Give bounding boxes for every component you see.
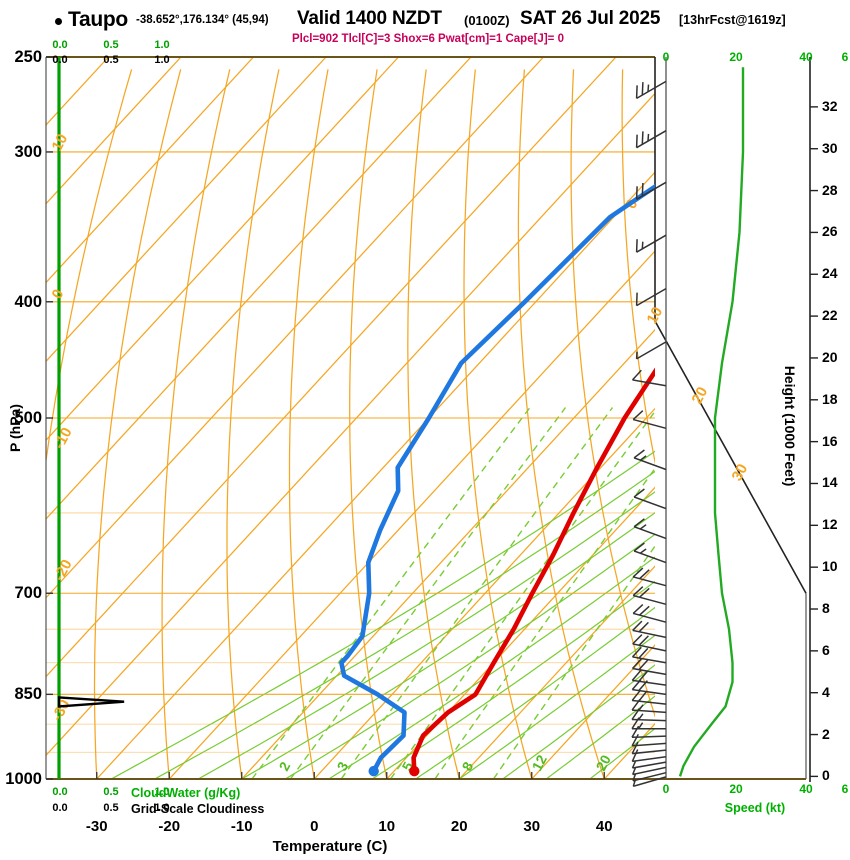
model-edge-line bbox=[654, 320, 807, 594]
mixing-ratio-label: 20 bbox=[593, 752, 615, 773]
isotherm-line bbox=[677, 57, 850, 779]
wind-speed-curve bbox=[678, 67, 745, 777]
dry-adiabat-line bbox=[621, 69, 655, 466]
dry-adiabat-line bbox=[819, 69, 850, 779]
dry-adiabat-line bbox=[570, 69, 655, 718]
station-dot-icon bbox=[55, 18, 62, 25]
wind-barb bbox=[632, 634, 667, 652]
isotherm-label-left: 10 bbox=[49, 131, 72, 154]
isotherm-line bbox=[749, 57, 850, 779]
wind-barb bbox=[635, 234, 667, 253]
wind-barb bbox=[633, 542, 667, 564]
sounding-parameters: Plcl=902 Tlcl[C]=3 Shox=6 Pwat[cm]=1 Cap… bbox=[292, 33, 564, 45]
wind-barb bbox=[632, 567, 667, 587]
dry-adiabat-line bbox=[226, 69, 280, 779]
wind-barb bbox=[633, 449, 667, 471]
wind-barb bbox=[635, 181, 667, 200]
isotherm-label-right: 10 bbox=[644, 304, 667, 327]
valid-date: SAT 26 Jul 2025 bbox=[520, 8, 661, 29]
wind-barb bbox=[632, 620, 667, 639]
dry-adiabat-line bbox=[93, 69, 182, 779]
wind-barb bbox=[631, 369, 667, 387]
wind-barb bbox=[635, 341, 667, 360]
dry-adiabat-line bbox=[463, 69, 533, 779]
station-coordinates: -38.652°,176.134° (45,94) bbox=[136, 14, 269, 26]
wind-barb bbox=[633, 518, 667, 540]
dry-adiabat-line bbox=[517, 69, 605, 779]
isotherm-label-right: 30 bbox=[729, 461, 752, 484]
isotherm-line bbox=[46, 57, 182, 205]
dry-adiabat-line bbox=[46, 69, 133, 466]
cloudwater-axis-title: CloudWater (g/Kg) bbox=[131, 786, 241, 800]
wind-barb bbox=[631, 646, 667, 664]
wind-barb bbox=[633, 488, 667, 510]
temperature-trace bbox=[411, 367, 655, 774]
valid-time-utc: (0100Z) bbox=[464, 13, 510, 28]
dry-adiabat-line bbox=[349, 69, 388, 779]
moist-adiabat-line bbox=[371, 580, 655, 779]
wind-barb bbox=[631, 749, 667, 763]
forecast-info: [13hrFcst@1619z] bbox=[679, 13, 786, 27]
wind-barb bbox=[635, 80, 667, 100]
x-axis-title: Temperature (C) bbox=[272, 838, 388, 855]
moist-adiabat-line bbox=[458, 634, 655, 779]
mixing-ratio-line bbox=[434, 467, 655, 779]
wind-barb bbox=[635, 287, 667, 307]
wind-barb bbox=[631, 733, 667, 747]
dry-adiabat-line bbox=[407, 69, 460, 779]
moist-adiabat-line bbox=[502, 664, 655, 779]
speed-axis-title: Speed (kt) bbox=[724, 801, 786, 815]
moist-adiabat-line bbox=[415, 606, 655, 779]
moist-adiabat-line bbox=[198, 491, 655, 779]
valid-time: Valid 1400 NZDT bbox=[297, 8, 442, 29]
dewpoint-trace bbox=[339, 183, 655, 774]
wind-barb bbox=[632, 604, 667, 623]
mixing-ratio-line bbox=[492, 544, 655, 779]
wind-barb bbox=[635, 130, 667, 149]
wind-barb bbox=[632, 586, 667, 606]
moist-adiabat-line bbox=[241, 512, 655, 779]
mixing-ratio-label: 12 bbox=[529, 752, 551, 773]
dewpoint-surface-marker bbox=[368, 765, 379, 777]
isotherm-label-right: 20 bbox=[689, 384, 712, 407]
wind-barb bbox=[631, 761, 667, 769]
cloudiness-profile bbox=[57, 696, 125, 708]
cloudiness-axis-title: Grid-Scale Cloudiness bbox=[131, 802, 265, 816]
isotherm-line bbox=[46, 57, 327, 363]
wind-barb bbox=[631, 658, 667, 676]
wind-barb bbox=[632, 776, 667, 788]
dry-adiabat-line bbox=[672, 69, 822, 779]
wind-barb bbox=[631, 725, 667, 739]
station-name: Taupo bbox=[68, 8, 128, 31]
moist-adiabat-line bbox=[111, 450, 655, 779]
temperature-surface-marker bbox=[409, 765, 420, 777]
wind-barb bbox=[632, 410, 667, 430]
wind-barb bbox=[632, 766, 667, 776]
moist-adiabat-line bbox=[328, 556, 655, 779]
wind-barb bbox=[631, 741, 667, 755]
wind-barb bbox=[632, 771, 667, 782]
isotherm-line bbox=[46, 57, 254, 284]
y-axis-title: P (hPa) bbox=[7, 404, 23, 452]
height-axis-title: Height (1000 Feet) bbox=[782, 365, 798, 487]
dry-adiabat-line bbox=[161, 69, 231, 779]
wind-barb bbox=[631, 679, 667, 696]
